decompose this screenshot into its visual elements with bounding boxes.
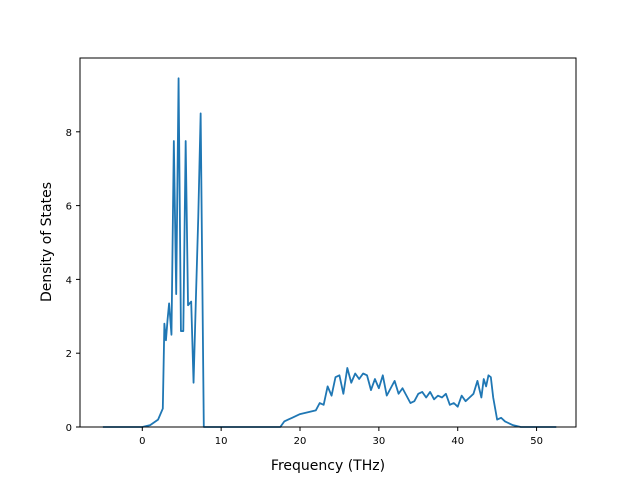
plot-background [80, 58, 576, 427]
x-tick-label: 10 [215, 436, 228, 447]
y-axis-ticks: 0 2 4 6 8 [66, 128, 80, 434]
x-axis-label: Frequency (THz) [271, 458, 385, 474]
x-tick-label: 0 [139, 436, 145, 447]
y-tick-label: 8 [66, 128, 72, 139]
x-tick-label: 40 [451, 436, 464, 447]
y-tick-label: 0 [66, 423, 72, 434]
plot-frame [79, 57, 577, 428]
series-layer [102, 77, 557, 428]
x-tick-label: 30 [372, 436, 385, 447]
y-tick-label: 6 [66, 202, 72, 213]
x-axis-ticks: 0 10 20 30 40 50 [139, 427, 543, 447]
y-tick-label: 2 [66, 349, 72, 360]
x-tick-label: 20 [294, 436, 307, 447]
series-line-0 [102, 77, 557, 428]
y-axis-label: Density of States [39, 182, 55, 302]
y-tick-label: 4 [66, 275, 72, 286]
x-tick-label: 50 [530, 436, 543, 447]
